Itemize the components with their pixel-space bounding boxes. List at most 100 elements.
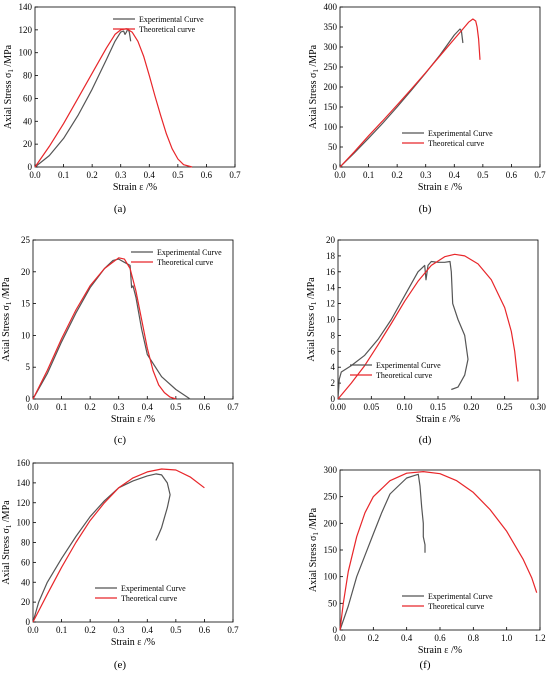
y-tick-label: 4	[331, 362, 336, 372]
y-tick-label: 8	[331, 330, 336, 340]
x-tick-label: 0.3	[115, 170, 127, 180]
experimental-curve	[337, 260, 469, 400]
panel-caption: (c)	[114, 434, 127, 446]
x-tick-label: 0.5	[170, 625, 182, 635]
x-tick-label: 0.0	[334, 633, 346, 643]
x-tick-label: 0.6	[201, 170, 213, 180]
y-tick-label: 0	[331, 394, 336, 404]
x-tick-label: 0.2	[87, 170, 98, 180]
x-tick-label: 0.4	[401, 633, 413, 643]
y-tick-label: 20	[23, 139, 33, 149]
plot-frame	[34, 6, 236, 168]
y-axis-title: Axial Stress σ1 /MPa	[306, 277, 318, 362]
theoretical-curve	[339, 18, 481, 168]
y-tick-label: 100	[324, 122, 338, 132]
theoretical-curve	[34, 28, 193, 168]
legend-label: Experimental Curve	[428, 592, 493, 601]
y-axis-title: Axial Stress σ1 /MPa	[1, 277, 13, 362]
y-tick-label: 400	[324, 2, 338, 12]
x-tick-label: 0.6	[199, 402, 211, 412]
y-tick-label: 120	[17, 498, 31, 508]
legend-label: Experimental Curve	[428, 129, 493, 138]
x-tick-label: 0.7	[227, 402, 239, 412]
theoretical-curve	[339, 471, 538, 631]
x-tick-label: 0.5	[477, 170, 489, 180]
x-tick-label: 0.8	[468, 633, 480, 643]
y-tick-label: 300	[324, 42, 338, 52]
y-tick-label: 200	[324, 518, 338, 528]
x-tick-label: 0.4	[142, 402, 154, 412]
x-tick-label: 0.4	[142, 625, 154, 635]
x-tick-label: 0.00	[330, 402, 346, 412]
y-tick-label: 10	[326, 315, 336, 325]
x-tick-label: 0.0	[27, 625, 39, 635]
y-tick-label: 250	[324, 492, 338, 502]
x-tick-label: 0.3	[113, 625, 125, 635]
legend-label: Theoretical curve	[157, 258, 214, 267]
y-tick-label: 18	[326, 251, 336, 261]
x-tick-label: 0.6	[199, 625, 211, 635]
y-tick-label: 10	[21, 330, 31, 340]
y-tick-label: 20	[326, 235, 336, 245]
legend-label: Theoretical curve	[121, 594, 178, 603]
panel-caption: (b)	[419, 203, 432, 215]
y-tick-label: 140	[17, 478, 31, 488]
y-tick-label: 2	[331, 378, 336, 388]
y-tick-label: 80	[23, 71, 33, 81]
x-axis-title: Strain ε /%	[416, 414, 460, 425]
panel-caption: (f)	[420, 659, 431, 671]
y-tick-label: 50	[328, 598, 338, 608]
x-tick-label: 1.0	[501, 633, 513, 643]
y-tick-label: 12	[326, 299, 335, 309]
y-tick-label: 100	[17, 518, 31, 528]
legend-label: Theoretical curve	[139, 25, 196, 34]
y-tick-label: 250	[324, 62, 338, 72]
y-tick-label: 6	[331, 346, 336, 356]
x-tick-label: 0.0	[334, 170, 346, 180]
y-tick-label: 50	[328, 142, 338, 152]
x-tick-label: 0.4	[449, 170, 461, 180]
y-tick-label: 40	[21, 577, 31, 587]
y-tick-label: 140	[19, 2, 33, 12]
x-tick-label: 0.4	[144, 170, 156, 180]
x-axis-title: Strain ε /%	[111, 637, 155, 648]
chart-f: 0.0 0.2 0.4 0.6 0.8 1.0 1.2 0 50 100 150 200 250 300 S…	[308, 465, 546, 671]
x-tick-label: 0.20	[463, 402, 479, 412]
x-tick-label: 0.10	[397, 402, 413, 412]
legend-label: Theoretical curve	[428, 139, 485, 148]
x-tick-label: 0.7	[227, 625, 239, 635]
y-tick-label: 60	[21, 557, 31, 567]
y-tick-label: 20	[21, 267, 31, 277]
panel-caption: (d)	[419, 434, 432, 446]
legend-label: Theoretical curve	[376, 371, 433, 380]
theoretical-curve	[32, 257, 177, 400]
y-tick-label: 350	[324, 22, 338, 32]
x-tick-label: 0.6	[506, 170, 518, 180]
theoretical-curve	[337, 253, 519, 400]
experimental-curve	[32, 473, 171, 623]
experimental-curve	[339, 473, 426, 631]
chart-a: 0.0 0.1 0.2 0.3 0.4 0.5 0.6 0.7 0 20 40 60 80 100 120 1…	[3, 2, 241, 215]
y-tick-label: 150	[324, 545, 338, 555]
x-tick-label: 0.3	[113, 402, 125, 412]
y-tick-label: 40	[23, 116, 33, 126]
y-tick-label: 0	[28, 162, 33, 172]
plot-frame	[32, 239, 234, 400]
y-tick-label: 5	[26, 362, 31, 372]
x-tick-label: 0.7	[229, 170, 241, 180]
chart-c: 0.0 0.1 0.2 0.3 0.4 0.5 0.6 0.7 0 5 10 15 20 25 Strain…	[1, 235, 239, 446]
legend-label: Theoretical curve	[428, 602, 485, 611]
y-axis-title: Axial Stress σ1 /MPa	[308, 507, 320, 592]
y-tick-label: 160	[17, 458, 31, 468]
x-tick-label: 0.7	[534, 170, 546, 180]
chart-d: 0.00 0.05 0.10 0.15 0.20 0.25 0.30 0 2 4 6 8 10 12 14 1…	[306, 235, 546, 446]
theoretical-curve	[32, 468, 205, 623]
legend-label: Experimental Curve	[376, 361, 441, 370]
y-axis-title: Axial Stress σ1 /MPa	[1, 500, 13, 585]
x-tick-label: 0.2	[392, 170, 403, 180]
experimental-curve	[32, 258, 191, 400]
y-tick-label: 120	[19, 25, 33, 35]
x-tick-label: 0.2	[368, 633, 379, 643]
